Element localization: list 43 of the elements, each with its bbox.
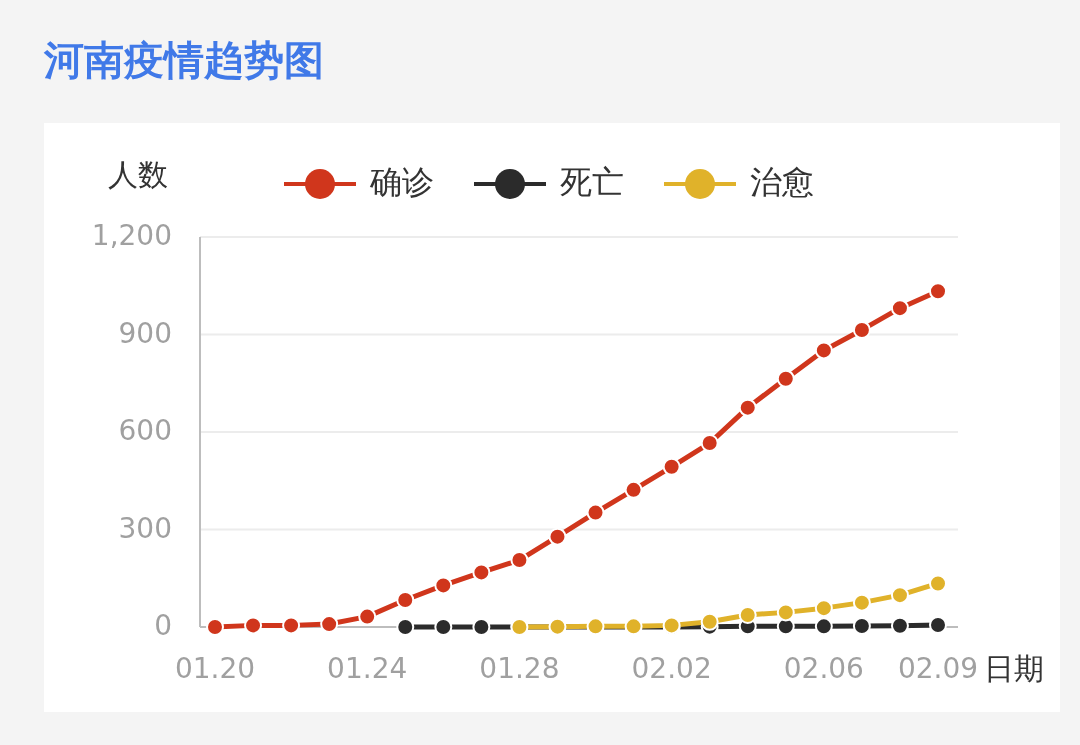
point [814,341,833,360]
x-tick-label: 01.28 [479,652,560,685]
x-axis-title: 日期 [984,650,1044,686]
x-tick-label: 02.06 [783,652,864,685]
point [929,282,947,301]
point [890,586,909,605]
point [472,618,491,636]
point [358,607,377,626]
y-tick-label: 0 [154,609,172,642]
x-tick-label: 02.09 [897,652,979,685]
point [206,618,224,636]
point [434,618,453,636]
point [776,369,795,388]
y-tick-label: 300 [118,511,172,545]
legend-label: 确诊 [369,163,434,201]
y-tick-label: 600 [118,414,172,447]
point [244,616,263,635]
point [738,398,757,417]
chart-title: 河南疫情趋势图 [43,37,324,83]
point [852,593,871,612]
legend-label: 死亡 [560,163,624,201]
point [624,480,643,499]
x-tick-label: 01.20 [174,652,256,685]
point [890,299,909,318]
y-axis-title: 人数 [108,156,168,192]
point [814,617,833,636]
point [282,616,301,635]
point [586,503,605,522]
x-tick-label: 01.24 [327,652,408,685]
point [396,618,415,636]
x-tick-label: 02.02 [631,652,712,685]
point [890,616,909,635]
point [472,563,491,582]
point [929,574,947,593]
legend-label: 治愈 [750,163,814,201]
point [548,527,567,546]
point [662,457,681,476]
point [700,612,719,631]
y-tick-label: 900 [118,316,172,350]
point [434,576,453,595]
point [776,603,795,622]
y-tick-label: 1,200 [91,219,172,252]
point [814,599,833,618]
